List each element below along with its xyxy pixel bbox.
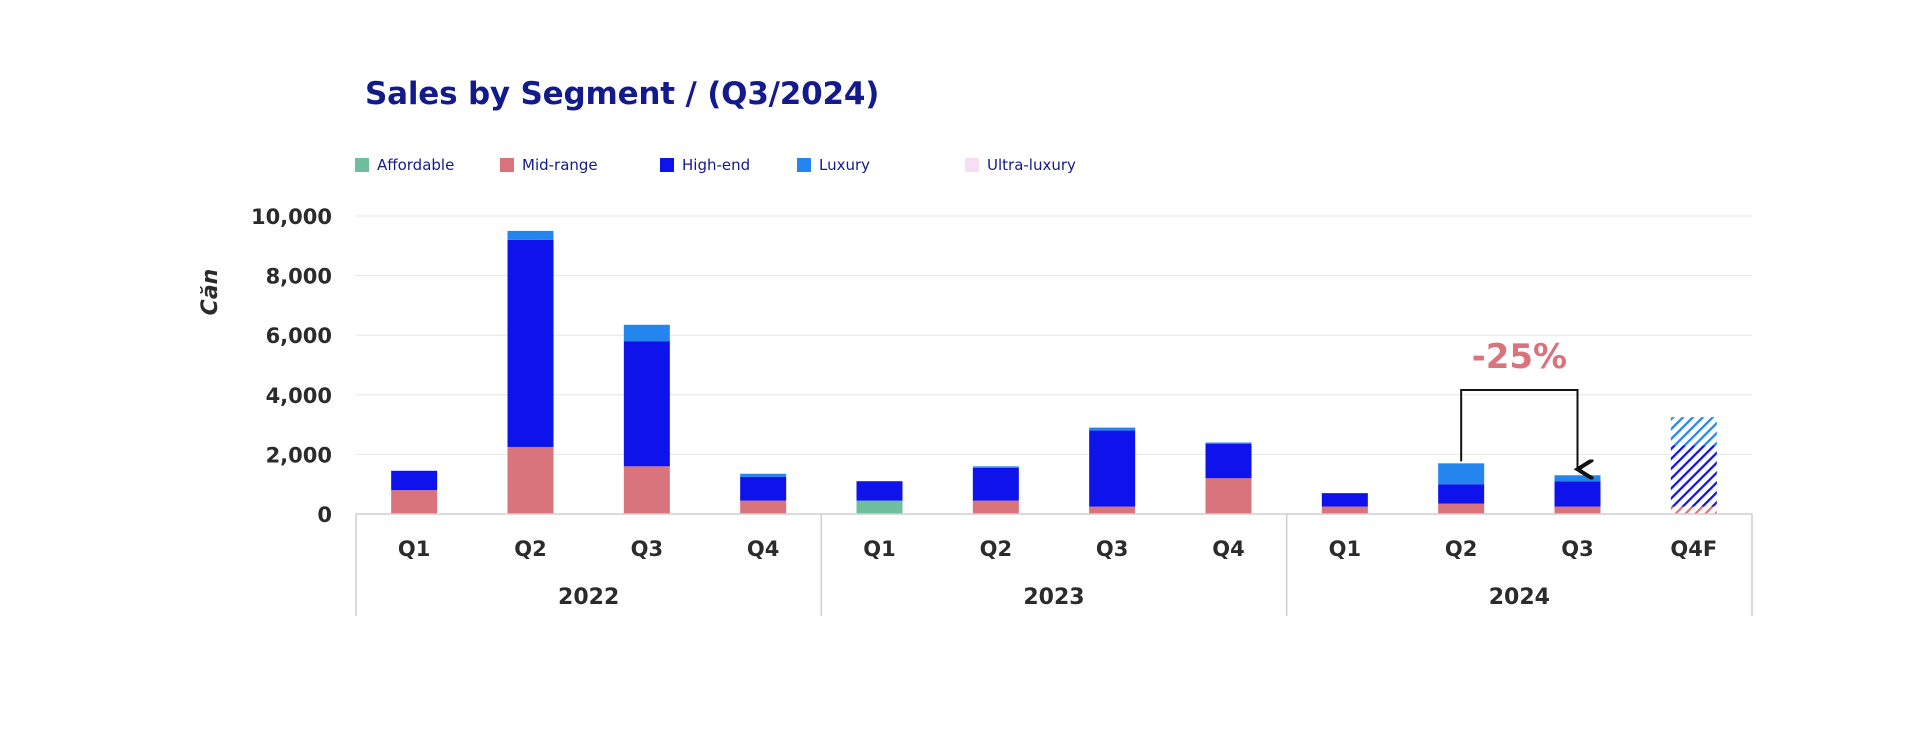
bar-luxury xyxy=(507,230,554,240)
bar-high-end xyxy=(972,467,1019,501)
bar-high-end xyxy=(507,239,554,447)
y-tick-label: 0 xyxy=(317,503,332,527)
legend-label-high-end: High-end xyxy=(682,156,751,174)
legend-label-affordable: Affordable xyxy=(377,156,455,174)
x-tick-label: Q1 xyxy=(398,537,430,561)
bar-luxury xyxy=(623,324,670,342)
x-tick-label: Q4 xyxy=(1212,537,1244,561)
bar-high-end xyxy=(1670,445,1717,507)
bar-mid-range xyxy=(1554,506,1601,514)
bar-mid-range xyxy=(1438,503,1485,514)
legend-swatch-high-end xyxy=(660,158,674,172)
bar-luxury xyxy=(740,473,787,477)
bar-mid-range xyxy=(1321,506,1368,514)
bar-luxury xyxy=(1205,442,1252,444)
bar-high-end xyxy=(1438,484,1485,504)
bar-mid-range xyxy=(972,500,1019,514)
legend-label-mid-range: Mid-range xyxy=(522,156,598,174)
x-tick-label: Q2 xyxy=(514,537,546,561)
legend-item-luxury: Luxury xyxy=(797,156,870,174)
x-tick-label: Q3 xyxy=(631,537,663,561)
x-tick-label: Q2 xyxy=(1445,537,1477,561)
change-annotation: -25% xyxy=(1460,337,1577,469)
year-label: 2022 xyxy=(558,585,619,610)
bar-luxury xyxy=(1438,463,1485,485)
bar-mid-range xyxy=(391,490,438,514)
x-tick-label: Q1 xyxy=(1329,537,1361,561)
bar-high-end xyxy=(1321,493,1368,507)
y-tick-label: 10,000 xyxy=(251,205,332,229)
bar-high-end xyxy=(856,481,903,501)
legend-label-luxury: Luxury xyxy=(819,156,871,174)
bar-mid-range xyxy=(1670,506,1717,514)
legend-item-affordable: Affordable xyxy=(355,156,454,174)
bar-mid-range xyxy=(1205,478,1252,514)
x-tick-label: Q2 xyxy=(980,537,1012,561)
y-tick-label: 8,000 xyxy=(266,265,332,289)
legend-item-ultra-luxury: Ultra-luxury xyxy=(965,156,1076,174)
bar-mid-range xyxy=(1089,506,1136,514)
bar-luxury xyxy=(1670,417,1717,446)
legend-swatch-luxury xyxy=(797,158,811,172)
y-tick-label: 2,000 xyxy=(266,443,332,467)
legend-item-mid-range: Mid-range xyxy=(500,156,598,174)
y-tick-label: 6,000 xyxy=(266,324,332,348)
x-tick-label: Q4 xyxy=(747,537,779,561)
bar-affordable xyxy=(856,500,903,514)
y-tick-label: 4,000 xyxy=(266,384,332,408)
bar-mid-range xyxy=(507,446,554,514)
x-tick-label: Q3 xyxy=(1096,537,1128,561)
x-tick-label: Q1 xyxy=(863,537,895,561)
bar-high-end xyxy=(740,476,787,501)
x-tick-label: Q4F xyxy=(1670,537,1717,561)
bar-luxury xyxy=(1554,475,1601,482)
legend-swatch-mid-range xyxy=(500,158,514,172)
bar-high-end xyxy=(1089,430,1136,507)
bar-luxury xyxy=(1089,427,1136,431)
legend-swatch-affordable xyxy=(355,158,369,172)
annotation-arrow xyxy=(1460,389,1577,469)
legend-label-ultra-luxury: Ultra-luxury xyxy=(987,156,1076,174)
x-tick-label: Q3 xyxy=(1561,537,1593,561)
legend-item-high-end: High-end xyxy=(660,156,750,174)
y-axis-label: Căn xyxy=(198,269,223,316)
x-axis: Q1 Q2 Q3 Q4 Q1 Q2 Q3 Q4 Q1 Q2 Q3 Q4F 2022 2023 2024 xyxy=(355,513,1753,616)
bar-high-end xyxy=(391,470,438,491)
year-label: 2024 xyxy=(1489,585,1550,610)
bar-mid-range xyxy=(623,466,670,514)
bar-luxury xyxy=(972,466,1019,468)
bars xyxy=(391,230,1717,514)
bar-high-end xyxy=(1554,481,1601,507)
year-label: 2023 xyxy=(1023,585,1084,610)
legend-swatch-ultra-luxury xyxy=(965,158,979,172)
y-axis: 0 2,000 4,000 6,000 8,000 10,000 xyxy=(251,205,332,527)
bar-high-end xyxy=(1205,443,1252,479)
grid-lines xyxy=(356,215,1752,455)
bar-high-end xyxy=(623,341,670,467)
bar-mid-range xyxy=(740,500,787,514)
chart-title: Sales by Segment / (Q3/2024) xyxy=(365,76,880,112)
annotation-label: -25% xyxy=(1472,337,1568,377)
